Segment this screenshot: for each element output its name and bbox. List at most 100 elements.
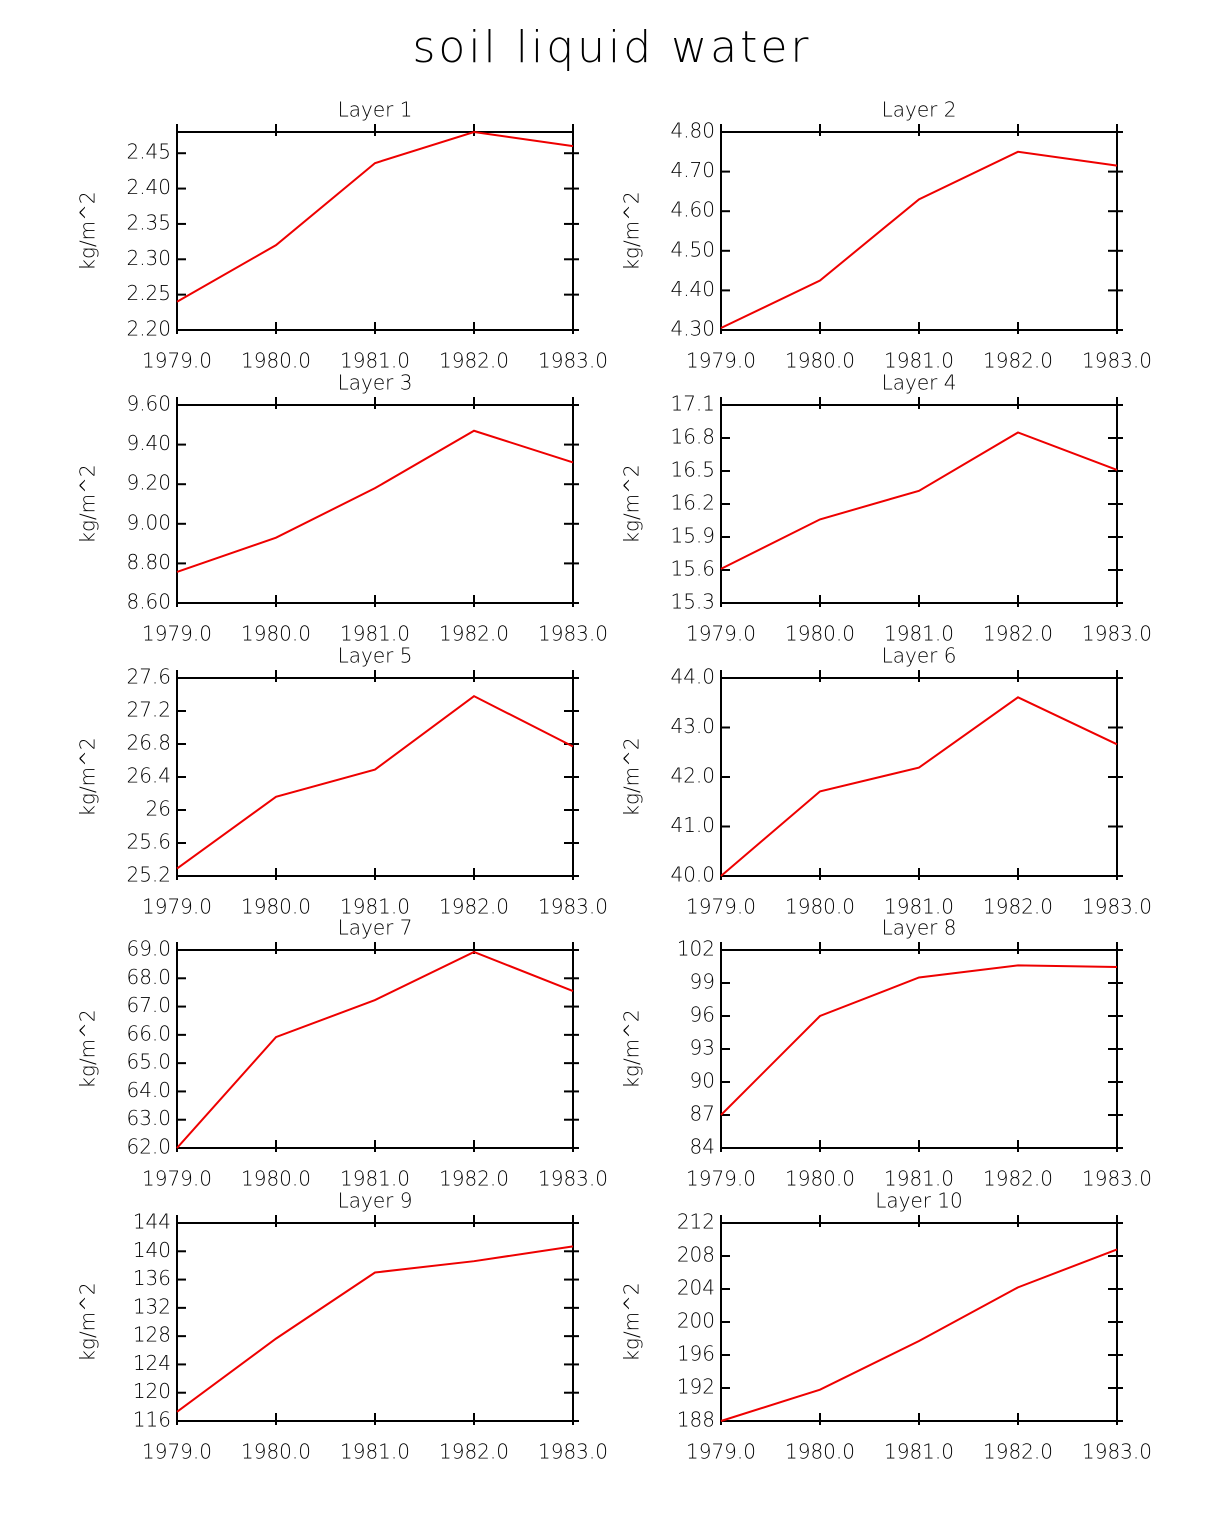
y-tick-label: 43.0: [670, 714, 715, 738]
y-tick-label: 27.2: [126, 698, 171, 722]
panel-title: Layer 3: [338, 371, 413, 395]
y-tick-label: 4.50: [670, 237, 715, 261]
y-tick-label: 62.0: [126, 1135, 171, 1159]
y-axis-label: kg/m^2: [76, 191, 100, 270]
y-tick-label: 66.0: [126, 1021, 171, 1045]
y-tick-label: 99: [690, 970, 715, 994]
x-tick-label: 1980.0: [241, 1167, 311, 1191]
y-tick-label: 120: [133, 1379, 171, 1403]
x-tick-label: 1980.0: [785, 1167, 855, 1191]
y-tick-label: 144: [133, 1210, 171, 1234]
x-tick-label: 1983.0: [1082, 1167, 1152, 1191]
y-tick-label: 4.40: [670, 277, 715, 301]
panel-title: Layer 4: [882, 371, 957, 395]
data-line: [720, 964, 1118, 1116]
data-line: [720, 696, 1118, 877]
y-axis-label: kg/m^2: [620, 464, 644, 543]
y-tick-label: 188: [677, 1408, 715, 1432]
x-tick-label: 1982.0: [439, 1440, 509, 1464]
y-tick-label: 136: [133, 1266, 171, 1290]
y-tick-label: 4.80: [670, 119, 715, 143]
y-tick-label: 87: [690, 1102, 715, 1126]
x-tick-label: 1979.0: [686, 622, 756, 646]
x-tick-label: 1979.0: [686, 1167, 756, 1191]
y-tick-label: 25.2: [126, 863, 171, 887]
x-tick-label: 1980.0: [241, 622, 311, 646]
x-tick-label: 1979.0: [686, 349, 756, 373]
y-tick-label: 67.0: [126, 993, 171, 1017]
x-tick-label: 1983.0: [538, 622, 608, 646]
x-tick-label: 1981.0: [884, 1167, 954, 1191]
y-tick-label: 9.00: [126, 510, 171, 534]
y-axis-label: kg/m^2: [76, 464, 100, 543]
panel-title: Layer 5: [338, 644, 413, 668]
plot-frame: [176, 404, 574, 604]
plot-frame: [720, 949, 1118, 1149]
y-tick-label: 2.30: [126, 246, 171, 270]
x-tick-label: 1979.0: [142, 622, 212, 646]
plot-frame: [720, 1222, 1118, 1422]
y-tick-label: 69.0: [126, 937, 171, 961]
x-tick-label: 1983.0: [1082, 1440, 1152, 1464]
plot-frame: [720, 404, 1118, 604]
y-tick-label: 2.20: [126, 317, 171, 341]
y-tick-label: 26.4: [126, 764, 171, 788]
x-tick-label: 1981.0: [340, 349, 410, 373]
y-tick-label: 200: [677, 1309, 715, 1333]
data-line: [176, 694, 574, 870]
panel-title: Layer 10: [875, 1189, 963, 1213]
x-tick-label: 1980.0: [241, 895, 311, 919]
y-tick-label: 68.0: [126, 965, 171, 989]
y-axis-label: kg/m^2: [76, 737, 100, 816]
y-tick-label: 84: [690, 1135, 715, 1159]
y-tick-label: 90: [690, 1069, 715, 1093]
plot-frame: [176, 131, 574, 331]
y-tick-label: 42.0: [670, 764, 715, 788]
plot-frame: [176, 677, 574, 877]
x-tick-label: 1979.0: [686, 1440, 756, 1464]
data-line: [720, 1248, 1118, 1422]
data-line: [720, 431, 1118, 570]
y-tick-label: 41.0: [670, 813, 715, 837]
y-tick-label: 128: [133, 1323, 171, 1347]
y-axis-label: kg/m^2: [620, 1282, 644, 1361]
y-axis-label: kg/m^2: [76, 1282, 100, 1361]
y-tick-label: 116: [133, 1408, 171, 1432]
y-tick-label: 63.0: [126, 1106, 171, 1130]
x-tick-label: 1982.0: [983, 349, 1053, 373]
y-tick-label: 192: [677, 1375, 715, 1399]
y-tick-label: 204: [677, 1276, 715, 1300]
x-tick-label: 1983.0: [1082, 895, 1152, 919]
x-tick-label: 1981.0: [884, 1440, 954, 1464]
x-tick-label: 1983.0: [538, 349, 608, 373]
panel-title: Layer 8: [882, 916, 957, 940]
y-tick-label: 15.3: [670, 590, 715, 614]
x-tick-label: 1981.0: [340, 622, 410, 646]
y-tick-label: 64.0: [126, 1078, 171, 1102]
x-tick-label: 1981.0: [340, 895, 410, 919]
panel-title: Layer 7: [338, 916, 413, 940]
x-tick-label: 1982.0: [983, 1167, 1053, 1191]
y-tick-label: 40.0: [670, 863, 715, 887]
x-tick-label: 1980.0: [785, 1440, 855, 1464]
y-tick-label: 27.6: [126, 665, 171, 689]
y-tick-label: 65.0: [126, 1050, 171, 1074]
x-tick-label: 1983.0: [538, 1440, 608, 1464]
panel-title: Layer 6: [882, 644, 957, 668]
y-tick-label: 102: [677, 937, 715, 961]
y-tick-label: 15.6: [670, 557, 715, 581]
x-tick-label: 1979.0: [142, 895, 212, 919]
y-tick-label: 2.45: [126, 140, 171, 164]
x-tick-label: 1981.0: [340, 1440, 410, 1464]
plot-frame: [176, 949, 574, 1149]
data-line: [176, 950, 574, 1149]
x-tick-label: 1980.0: [785, 622, 855, 646]
y-tick-label: 16.2: [670, 491, 715, 515]
data-line: [176, 1245, 574, 1413]
x-tick-label: 1983.0: [538, 1167, 608, 1191]
y-tick-label: 4.30: [670, 317, 715, 341]
y-tick-label: 124: [133, 1351, 171, 1375]
y-tick-label: 26: [146, 797, 171, 821]
data-line: [176, 130, 574, 303]
